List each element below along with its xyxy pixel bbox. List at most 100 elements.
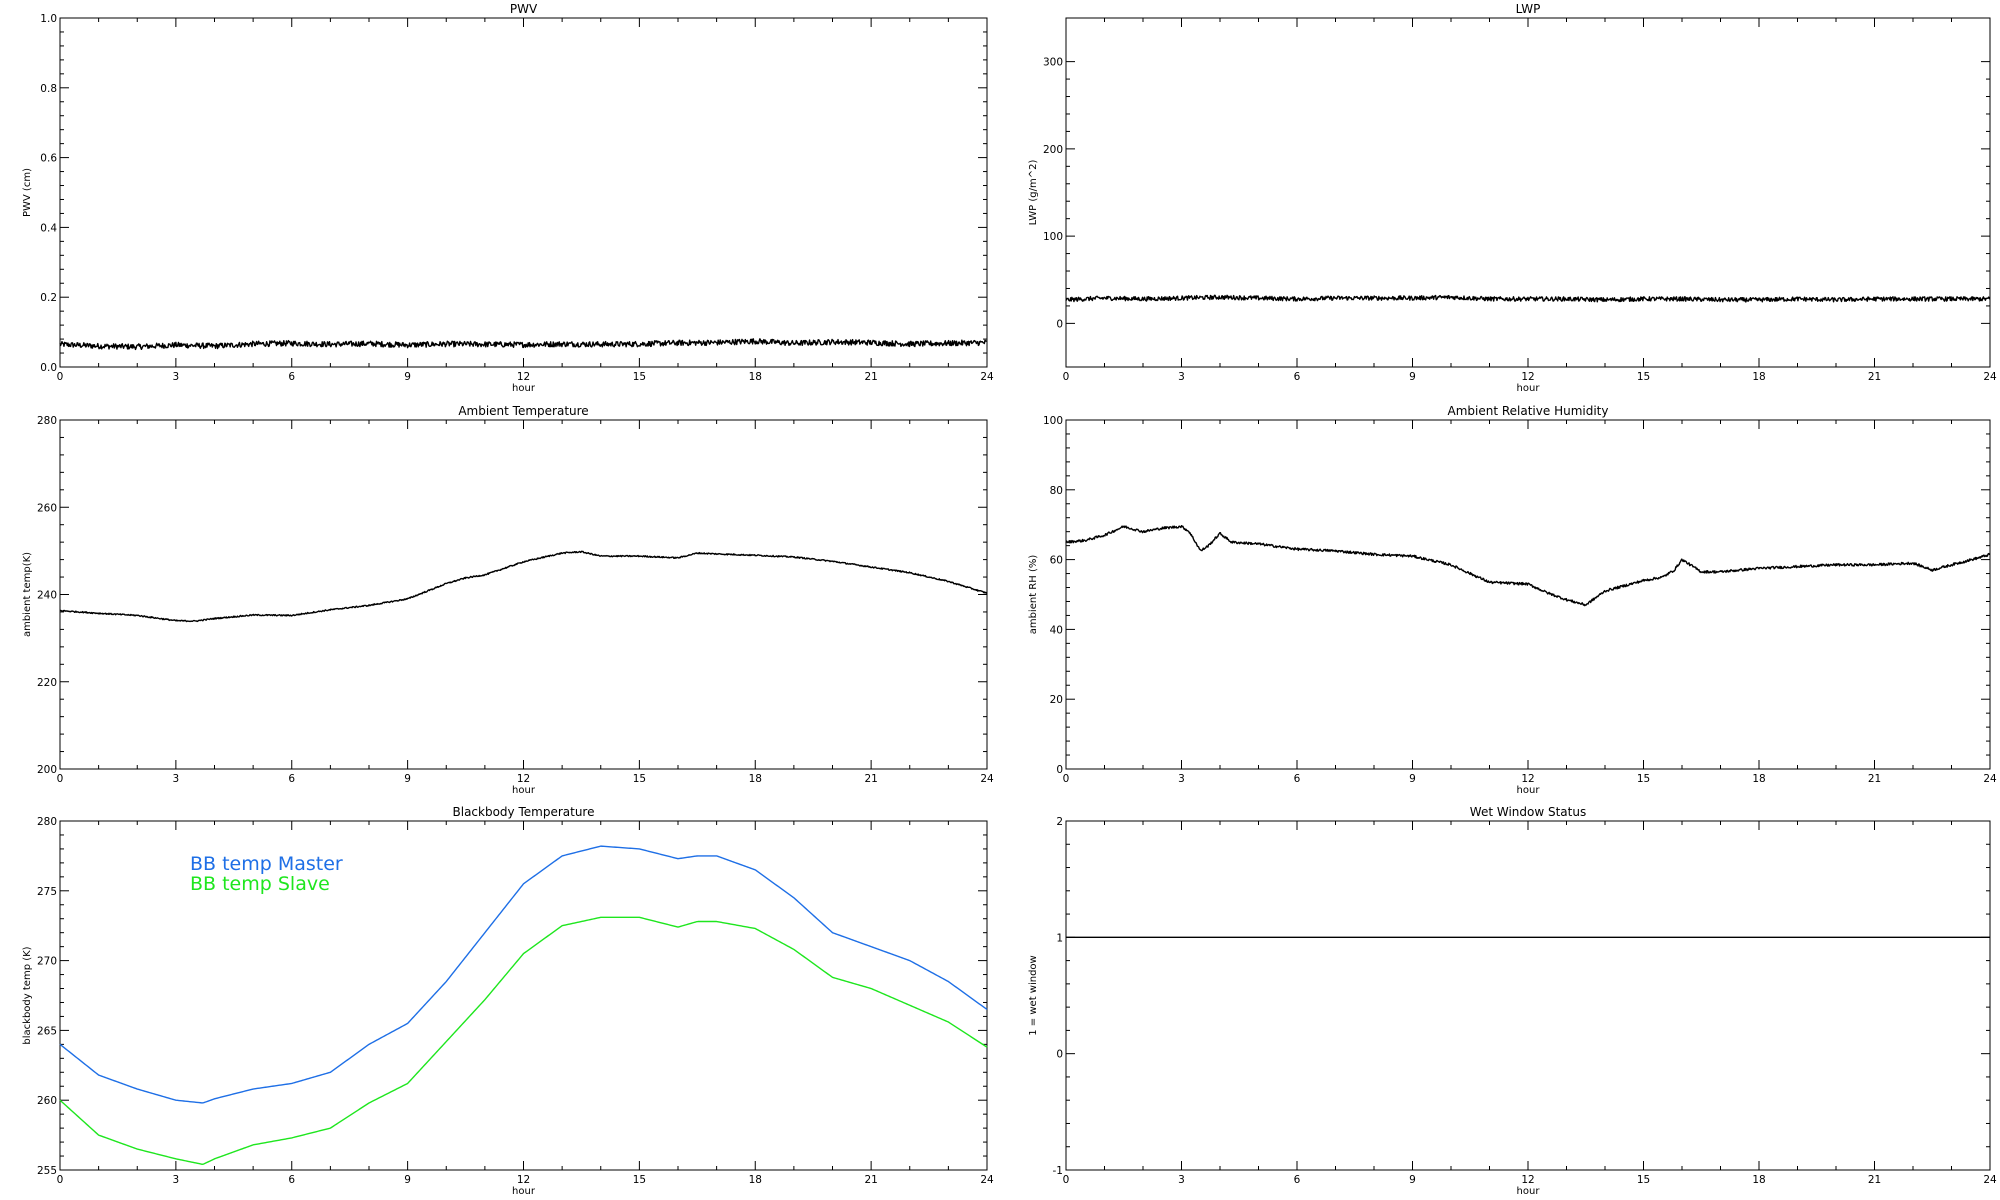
series-line-lwp <box>1065 294 1991 303</box>
y-tick-label: 270 <box>37 956 57 968</box>
x-tick-label: 15 <box>1637 1174 1650 1186</box>
x-tick-label: 9 <box>404 371 411 383</box>
x-tick-label: 15 <box>633 773 646 785</box>
panel-ambient_rh: Ambient Relative Humidity 0 3 6 9 12 15 18 21 24 0… <box>1028 404 1997 796</box>
x-tick-label: 0 <box>1063 773 1070 785</box>
x-tick-label: 24 <box>980 371 994 383</box>
x-tick-label: 6 <box>1294 371 1301 383</box>
x-tick-label: 0 <box>57 773 64 785</box>
x-axis-label: hour <box>512 785 536 796</box>
y-tick-label: 280 <box>37 816 57 828</box>
x-tick-label: 24 <box>1983 1174 1997 1186</box>
y-tick-label: 240 <box>37 590 57 602</box>
x-tick-label: 3 <box>173 1174 180 1186</box>
y-tick-label: 60 <box>1050 555 1063 567</box>
plot-frame <box>1065 419 1991 770</box>
y-tick-label: 260 <box>37 502 57 514</box>
x-axis-label: hour <box>1517 1186 1541 1197</box>
x-tick-label: 9 <box>404 773 411 785</box>
y-tick-label: 0.0 <box>40 362 57 374</box>
y-tick-label: 220 <box>37 677 57 689</box>
y-tick-label: 40 <box>1050 624 1063 636</box>
x-tick-label: 3 <box>173 773 180 785</box>
y-tick-label: 80 <box>1050 485 1063 497</box>
plot-frame <box>59 17 988 368</box>
legend-entry: BB temp Master <box>190 853 343 875</box>
y-tick-label: -1 <box>1053 1165 1063 1177</box>
x-tick-label: 24 <box>980 773 994 785</box>
plot-frame <box>1065 17 1991 368</box>
plot-frame <box>1065 820 1991 1171</box>
series-line-bb-temp-master <box>59 845 988 1104</box>
x-tick-label: 21 <box>864 1174 877 1186</box>
y-tick-label: 100 <box>1043 231 1063 243</box>
x-axis-label: hour <box>512 383 536 394</box>
x-tick-label: 6 <box>288 371 295 383</box>
plot-frame <box>59 419 988 770</box>
series-line-ambient_temp <box>59 550 988 623</box>
x-tick-label: 12 <box>1521 1174 1534 1186</box>
y-tick-label: 0.2 <box>40 292 57 304</box>
x-tick-label: 0 <box>1063 1174 1070 1186</box>
x-tick-label: 3 <box>1178 1174 1185 1186</box>
chart-title: Ambient Temperature <box>458 404 588 418</box>
x-tick-label: 24 <box>1983 371 1997 383</box>
y-axis-label: ambient temp(K) <box>22 552 33 637</box>
y-axis-label: blackbody temp (K) <box>22 946 33 1044</box>
x-tick-label: 24 <box>1983 773 1997 785</box>
y-tick-label: 1 <box>1056 932 1063 944</box>
chart-title: Wet Window Status <box>1470 805 1586 819</box>
x-tick-label: 0 <box>1063 371 1070 383</box>
x-tick-label: 21 <box>864 773 877 785</box>
x-tick-label: 21 <box>1868 773 1881 785</box>
y-axis-label: LWP (g/m^2) <box>1028 160 1039 226</box>
chart-title: LWP <box>1516 2 1541 16</box>
panel-ambient_temp: Ambient Temperature 0 3 6 9 12 15 18 21 24 200 220 2… <box>22 404 994 796</box>
x-axis-label: hour <box>1517 785 1541 796</box>
x-tick-label: 21 <box>1868 1174 1881 1186</box>
chart-title: PWV <box>510 2 538 16</box>
panel-blackbody: Blackbody Temperature 0 3 6 9 12 15 18 21 24 255 26… <box>22 805 994 1197</box>
y-tick-label: 0.8 <box>40 83 57 95</box>
x-tick-label: 3 <box>1178 371 1185 383</box>
x-tick-label: 24 <box>980 1174 994 1186</box>
x-tick-label: 18 <box>749 773 762 785</box>
y-axis-label: ambient RH (%) <box>1028 555 1039 635</box>
x-tick-label: 21 <box>864 371 877 383</box>
panel-pwv: PWV 0 3 6 9 12 15 18 21 24 0.0 0.2 0.4 0.6 0.8 1.0 hour P… <box>22 2 994 394</box>
x-tick-label: 21 <box>1868 371 1881 383</box>
y-tick-label: 2 <box>1056 816 1063 828</box>
y-tick-label: 280 <box>37 415 57 427</box>
x-tick-label: 18 <box>749 1174 762 1186</box>
x-axis-label: hour <box>1517 383 1541 394</box>
x-tick-label: 12 <box>517 1174 530 1186</box>
x-tick-label: 15 <box>1637 371 1650 383</box>
y-tick-label: 265 <box>37 1025 57 1037</box>
x-tick-label: 9 <box>1409 371 1416 383</box>
x-tick-label: 15 <box>1637 773 1650 785</box>
x-tick-label: 15 <box>633 1174 646 1186</box>
y-axis-label: 1 = wet window <box>1028 955 1039 1035</box>
x-tick-label: 18 <box>749 371 762 383</box>
x-tick-label: 0 <box>57 1174 64 1186</box>
chart-title: Blackbody Temperature <box>453 805 595 819</box>
series-line-pwv <box>59 338 988 351</box>
x-tick-label: 0 <box>57 371 64 383</box>
x-tick-label: 18 <box>1752 371 1765 383</box>
y-tick-label: 255 <box>37 1165 57 1177</box>
x-tick-label: 3 <box>1178 773 1185 785</box>
y-tick-label: 300 <box>1043 57 1063 69</box>
y-tick-label: 0 <box>1056 318 1063 330</box>
series-line-ambient_rh <box>1065 524 1991 607</box>
y-tick-label: 200 <box>1043 144 1063 156</box>
x-tick-label: 12 <box>517 371 530 383</box>
x-tick-label: 12 <box>1521 773 1534 785</box>
x-tick-label: 9 <box>1409 1174 1416 1186</box>
y-tick-label: 1.0 <box>40 13 57 25</box>
y-tick-label: 0 <box>1056 764 1063 776</box>
x-tick-label: 6 <box>1294 773 1301 785</box>
y-tick-label: 0.6 <box>40 153 57 165</box>
y-tick-label: 0 <box>1056 1049 1063 1061</box>
